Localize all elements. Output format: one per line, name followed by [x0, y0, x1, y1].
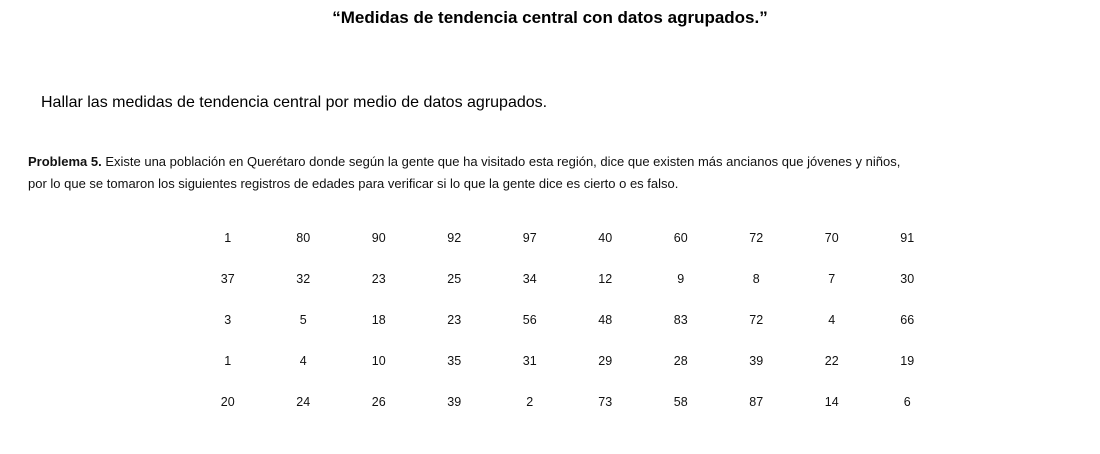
- table-cell: 70: [824, 230, 839, 245]
- table-cell: 25: [447, 271, 462, 286]
- table-cell: 12: [598, 271, 613, 286]
- table-cell: 2: [526, 394, 534, 409]
- table-cell: 83: [673, 312, 688, 327]
- table-cell: 39: [749, 353, 764, 368]
- table-cell: 90: [371, 230, 386, 245]
- instruction-text: Hallar las medidas de tendencia central …: [41, 94, 548, 111]
- table-cell: 73: [598, 394, 613, 409]
- problem-line-1: Problema 5. Existe una población en Quer…: [28, 151, 1100, 173]
- problem-line-2: por lo que se tomaron los siguientes reg…: [28, 176, 679, 191]
- table-cell: 19: [900, 353, 915, 368]
- table-cell: 48: [598, 312, 613, 327]
- table-cell: 32: [296, 271, 311, 286]
- table-cell: 23: [371, 271, 386, 286]
- table-cell: 87: [749, 394, 764, 409]
- table-cell: 91: [900, 230, 915, 245]
- table-cell: 9: [677, 271, 685, 286]
- table-cell: 31: [522, 353, 537, 368]
- table-cell: 28: [673, 353, 688, 368]
- table-cell: 39: [447, 394, 462, 409]
- table-cell: 1: [224, 230, 232, 245]
- table-cell: 8: [752, 271, 760, 286]
- table-cell: 5: [299, 312, 307, 327]
- table-cell: 72: [749, 312, 764, 327]
- table-row: 20 24 26 39 2 73 58 87 14 6: [190, 381, 945, 422]
- table-cell: 30: [900, 271, 915, 286]
- table-cell: 80: [296, 230, 311, 245]
- table-cell: 14: [824, 394, 839, 409]
- table-cell: 34: [522, 271, 537, 286]
- table-row: 37 32 23 25 34 12 9 8 7 30: [190, 258, 945, 299]
- table-row: 3 5 18 23 56 48 83 72 4 66: [190, 299, 945, 340]
- table-cell: 24: [296, 394, 311, 409]
- table-cell: 10: [371, 353, 386, 368]
- table-cell: 26: [371, 394, 386, 409]
- table-cell: 35: [447, 353, 462, 368]
- table-cell: 20: [220, 394, 235, 409]
- table-cell: 60: [673, 230, 688, 245]
- table-cell: 18: [371, 312, 386, 327]
- table-cell: 66: [900, 312, 915, 327]
- table-cell: 23: [447, 312, 462, 327]
- table-cell: 37: [220, 271, 235, 286]
- table-cell: 40: [598, 230, 613, 245]
- table-row: 1 80 90 92 97 40 60 72 70 91: [190, 217, 945, 258]
- table-cell: 1: [224, 353, 232, 368]
- table-cell: 4: [828, 312, 836, 327]
- table-row: 1 4 10 35 31 29 28 39 22 19: [190, 340, 945, 381]
- page-title: “Medidas de tendencia central con datos …: [332, 8, 768, 27]
- problem-text-1: Existe una población en Querétaro donde …: [105, 154, 901, 169]
- table-cell: 7: [828, 271, 836, 286]
- table-cell: 97: [522, 230, 537, 245]
- table-cell: 56: [522, 312, 537, 327]
- table-cell: 4: [299, 353, 307, 368]
- table-cell: 72: [749, 230, 764, 245]
- problem-statement: Problema 5. Existe una población en Quer…: [28, 151, 1100, 195]
- problem-label: Problema 5.: [28, 154, 102, 169]
- table-cell: 58: [673, 394, 688, 409]
- table-cell: 3: [224, 312, 232, 327]
- ages-table: 1 80 90 92 97 40 60 72 70 91 37 32 23 25…: [190, 217, 945, 422]
- table-cell: 92: [447, 230, 462, 245]
- table-cell: 6: [903, 394, 911, 409]
- table-cell: 29: [598, 353, 613, 368]
- table-cell: 22: [824, 353, 839, 368]
